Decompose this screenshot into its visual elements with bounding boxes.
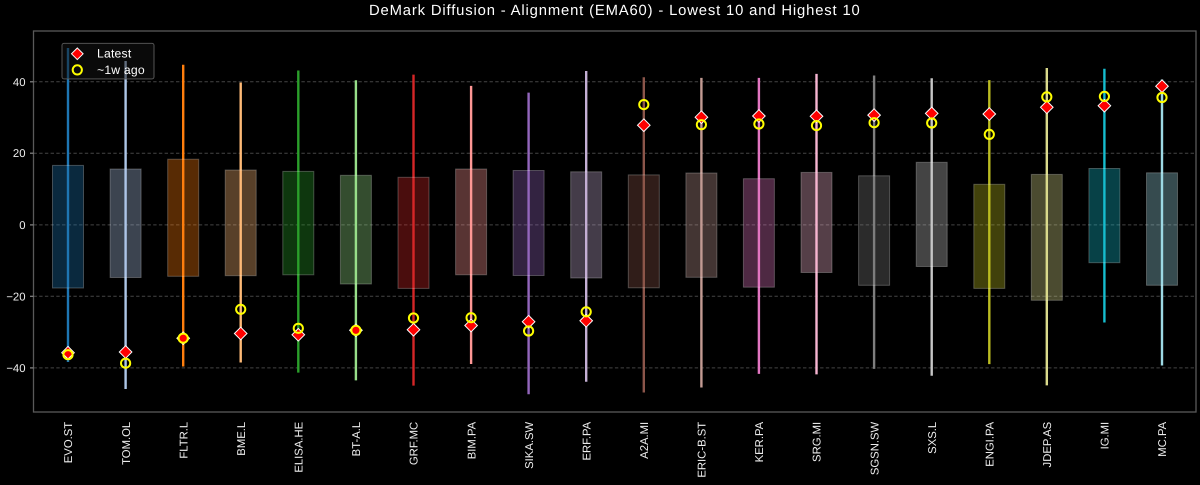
- svg-text:BME.L: BME.L: [236, 422, 248, 456]
- svg-text:40: 40: [13, 77, 26, 89]
- svg-text:−40: −40: [6, 363, 25, 375]
- svg-text:ERIC-B.ST: ERIC-B.ST: [697, 422, 709, 478]
- svg-text:FLTR.L: FLTR.L: [178, 422, 190, 459]
- svg-text:SXS.L: SXS.L: [927, 422, 939, 454]
- svg-text:ENGI.PA: ENGI.PA: [985, 421, 997, 466]
- svg-text:~1w ago: ~1w ago: [97, 63, 145, 77]
- svg-text:ELISA.HE: ELISA.HE: [294, 421, 306, 472]
- svg-text:TOM.OL: TOM.OL: [121, 422, 133, 465]
- svg-text:SGSN.SW: SGSN.SW: [869, 421, 881, 475]
- svg-text:KER.PA: KER.PA: [754, 421, 766, 462]
- svg-text:20: 20: [13, 148, 26, 160]
- svg-text:IG.MI: IG.MI: [1100, 422, 1112, 450]
- svg-text:A2A.MI: A2A.MI: [639, 422, 651, 459]
- svg-text:BIM.PA: BIM.PA: [466, 421, 478, 459]
- svg-text:GRF.MC: GRF.MC: [409, 422, 421, 465]
- svg-text:−20: −20: [6, 291, 25, 303]
- svg-text:0: 0: [19, 220, 25, 232]
- svg-text:SRG.MI: SRG.MI: [812, 422, 824, 462]
- svg-text:DeMark Diffusion - Alignment (: DeMark Diffusion - Alignment (EMA60) - L…: [369, 3, 861, 19]
- svg-text:MC.PA: MC.PA: [1157, 421, 1169, 456]
- svg-text:EVO.ST: EVO.ST: [63, 422, 75, 464]
- svg-text:BT-A.L: BT-A.L: [351, 422, 363, 457]
- svg-text:ERF.PA: ERF.PA: [581, 421, 593, 460]
- svg-text:SIKA.SW: SIKA.SW: [524, 421, 536, 468]
- svg-text:Latest: Latest: [97, 47, 132, 61]
- svg-text:JDEP.AS: JDEP.AS: [1042, 421, 1054, 467]
